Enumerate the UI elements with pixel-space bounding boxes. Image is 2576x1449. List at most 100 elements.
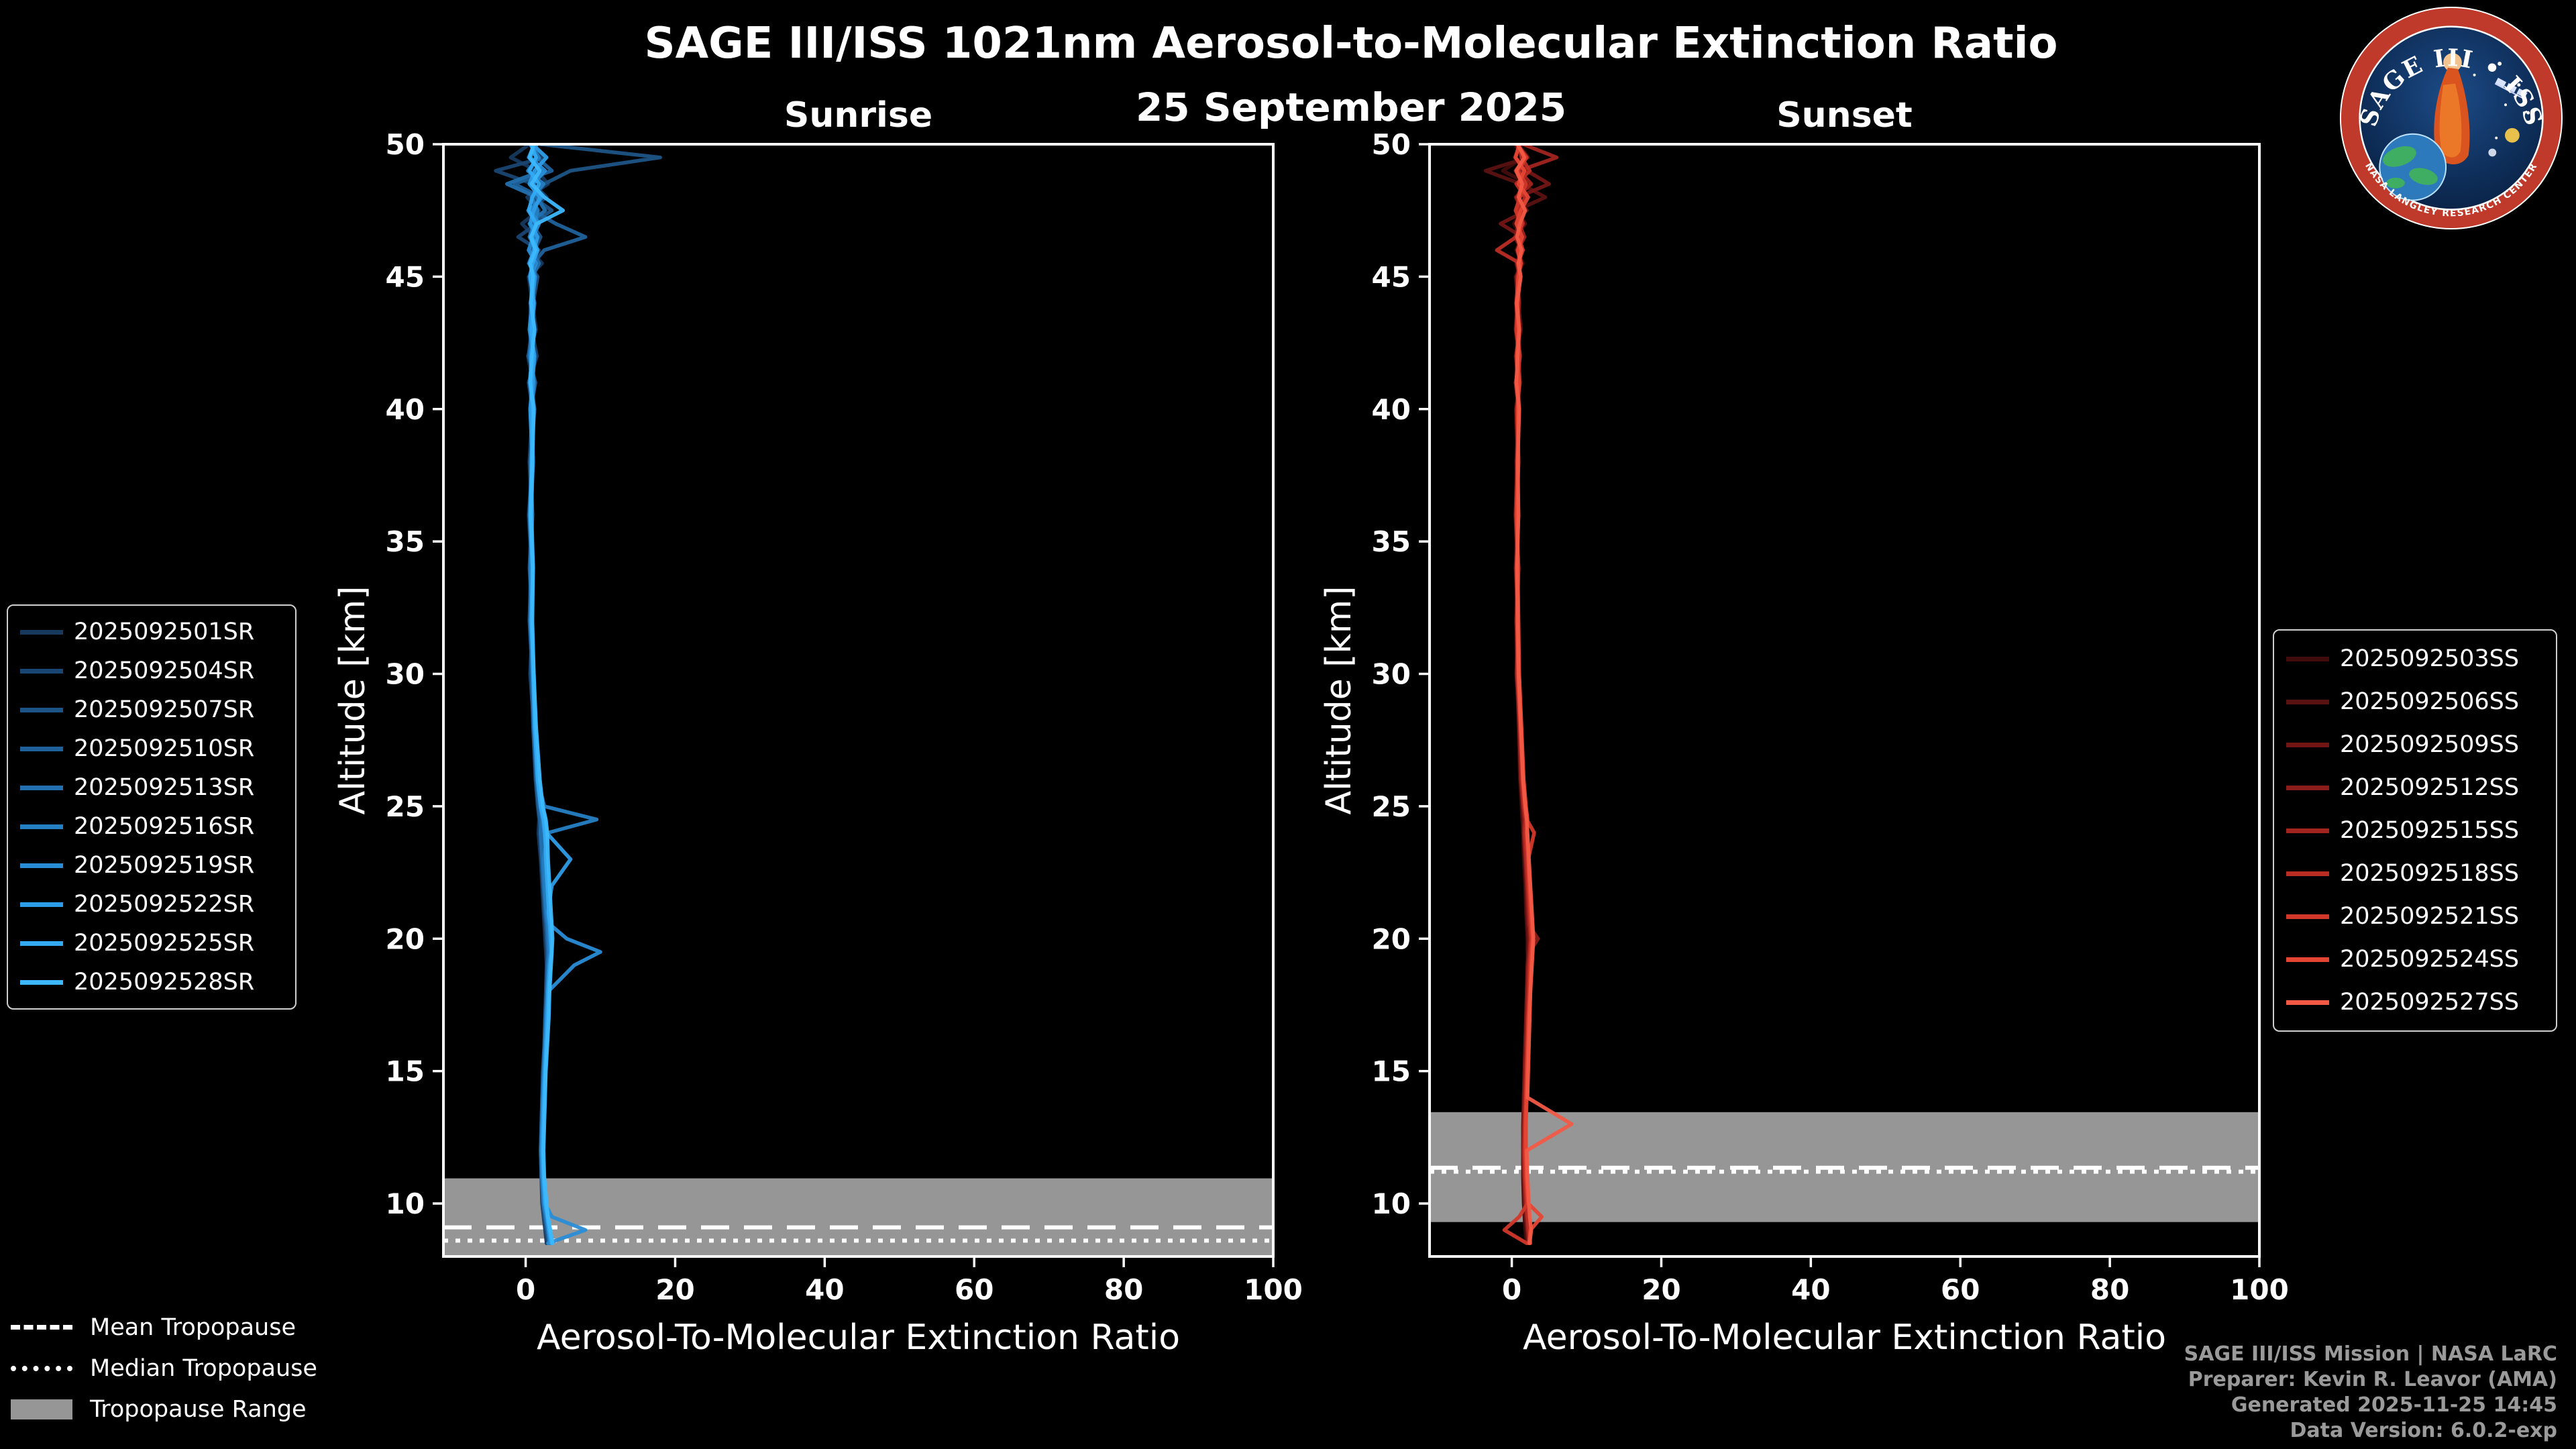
series-color-swatch	[2286, 699, 2329, 704]
series-label: 2025092522SR	[74, 891, 255, 918]
series-color-swatch	[2286, 957, 2329, 962]
sunrise-legend: 2025092501SR 2025092504SR 2025092507SR 2025…	[7, 604, 297, 1010]
x-ticks: 0 20 40 60 80 100	[1502, 1256, 2289, 1306]
series-color-swatch	[2286, 785, 2329, 790]
sunset-panel: 0 20 40 60 80 100 10 15 20 25 30 35 40 45 50 Aerosol-To…	[1319, 128, 2289, 1358]
legend-item-tropopause-range: Tropopause Range	[11, 1389, 317, 1430]
svg-text:80: 80	[2090, 1273, 2129, 1306]
series-label: 2025092507SR	[74, 696, 255, 723]
axes-frame	[1428, 143, 2261, 1258]
legend-item: 2025092527SS	[2286, 981, 2544, 1024]
sunrise-x-axis-label: Aerosol-To-Molecular Extinction Ratio	[537, 1318, 1180, 1358]
legend-label: Mean Tropopause	[90, 1313, 297, 1341]
sunrise-panel-title: Sunrise	[784, 95, 933, 136]
legend-item: 2025092504SR	[20, 651, 283, 690]
profile-line-2025092504SR	[494, 144, 550, 1246]
series-color-swatch	[20, 824, 63, 829]
x-ticks: 0 20 40 60 80 100	[516, 1256, 1303, 1306]
svg-text:20: 20	[386, 922, 425, 955]
profile-line-2025092507SR	[527, 144, 662, 1246]
svg-text:45: 45	[386, 260, 425, 293]
svg-text:20: 20	[1372, 922, 1411, 955]
y-ticks: 10 15 20 25 30 35 40 45 50	[1372, 128, 1430, 1220]
figure-date: 25 September 2025	[1135, 85, 1567, 130]
series-label: 2025092503SS	[2340, 645, 2520, 672]
svg-text:30: 30	[386, 658, 425, 691]
series-color-swatch	[20, 746, 63, 751]
sunset-x-axis-label: Aerosol-To-Molecular Extinction Ratio	[1523, 1318, 2166, 1358]
svg-text:10: 10	[386, 1187, 425, 1220]
dashed-line-swatch	[11, 1325, 72, 1330]
series-color-swatch	[20, 902, 63, 907]
svg-text:60: 60	[1941, 1273, 1980, 1306]
legend-item: 2025092521SS	[2286, 895, 2544, 938]
band-swatch	[11, 1399, 72, 1419]
series-color-swatch	[20, 785, 63, 790]
legend-item: 2025092519SR	[20, 846, 283, 885]
series-label: 2025092513SR	[74, 774, 255, 801]
legend-label: Median Tropopause	[90, 1354, 317, 1382]
legend-item: 2025092515SS	[2286, 809, 2544, 852]
series-color-swatch	[2286, 742, 2329, 747]
series-color-swatch	[2286, 871, 2329, 876]
svg-text:80: 80	[1104, 1273, 1143, 1306]
svg-text:30: 30	[1372, 658, 1411, 691]
legend-item: 2025092524SS	[2286, 938, 2544, 981]
svg-text:40: 40	[1791, 1273, 1830, 1306]
credit-mission: SAGE III/ISS Mission | NASA LaRC	[2184, 1342, 2557, 1366]
series-color-swatch	[20, 941, 63, 946]
axes-frame	[442, 143, 1275, 1258]
y-ticks: 10 15 20 25 30 35 40 45 50	[386, 128, 443, 1220]
iss-sketch	[2494, 77, 2528, 101]
series-label: 2025092519SR	[74, 852, 255, 879]
sunrise-panel: 0 20 40 60 80 100 10 15 20 25 30 35 40 45 50 Aerosol-To…	[333, 128, 1303, 1358]
series-label: 2025092524SS	[2340, 946, 2520, 973]
series-label: 2025092521SS	[2340, 903, 2520, 930]
profile-line-2025092510SR	[513, 144, 588, 1246]
svg-text:0: 0	[1502, 1273, 1521, 1306]
sage-iss-mission-patch: SAGE III • ISS NASA LANGLEY RESEARCH CEN…	[2339, 6, 2563, 230]
svg-text:50: 50	[386, 128, 425, 161]
series-label: 2025092506SS	[2340, 688, 2520, 715]
sunset-legend: 2025092503SS 2025092506SS 2025092509SS 2025…	[2273, 629, 2557, 1032]
legend-item-median-tropopause: Median Tropopause	[11, 1348, 317, 1389]
series-color-swatch	[20, 979, 63, 985]
legend-item: 2025092506SS	[2286, 680, 2544, 723]
series-label: 2025092515SS	[2340, 817, 2520, 844]
dotted-line-swatch	[11, 1365, 72, 1371]
profile-line-2025092516SR	[526, 144, 599, 1246]
svg-text:50: 50	[1372, 128, 1411, 161]
legend-item: 2025092512SS	[2286, 766, 2544, 809]
sunset-panel-title: Sunset	[1776, 95, 1913, 136]
series-label: 2025092516SR	[74, 813, 255, 840]
legend-item: 2025092518SS	[2286, 852, 2544, 895]
svg-text:20: 20	[1642, 1273, 1680, 1306]
sunrise-profiles	[494, 144, 662, 1246]
tropopause-range-band	[443, 1178, 1273, 1256]
series-color-swatch	[20, 629, 63, 635]
profile-line-2025092527SS	[1514, 144, 1574, 1246]
sunrise-y-axis-label: Altitude [km]	[333, 586, 373, 814]
series-color-swatch	[2286, 914, 2329, 919]
svg-text:100: 100	[2230, 1273, 2289, 1306]
svg-text:10: 10	[1372, 1187, 1411, 1220]
series-label: 2025092512SS	[2340, 774, 2520, 801]
legend-item: 2025092509SS	[2286, 723, 2544, 766]
sunset-profiles	[1483, 144, 1574, 1246]
legend-item: 2025092513SR	[20, 768, 283, 807]
svg-text:35: 35	[1372, 525, 1411, 558]
series-label: 2025092509SS	[2340, 731, 2520, 758]
svg-text:45: 45	[1372, 260, 1411, 293]
svg-text:40: 40	[1372, 393, 1411, 426]
svg-text:40: 40	[805, 1273, 844, 1306]
svg-text:20: 20	[655, 1273, 694, 1306]
series-color-swatch	[20, 668, 63, 674]
series-color-swatch	[2286, 1000, 2329, 1005]
legend-label: Tropopause Range	[90, 1395, 307, 1423]
svg-text:25: 25	[386, 790, 425, 823]
legend-item: 2025092507SR	[20, 690, 283, 729]
series-label: 2025092527SS	[2340, 989, 2520, 1016]
earth	[2379, 133, 2447, 201]
